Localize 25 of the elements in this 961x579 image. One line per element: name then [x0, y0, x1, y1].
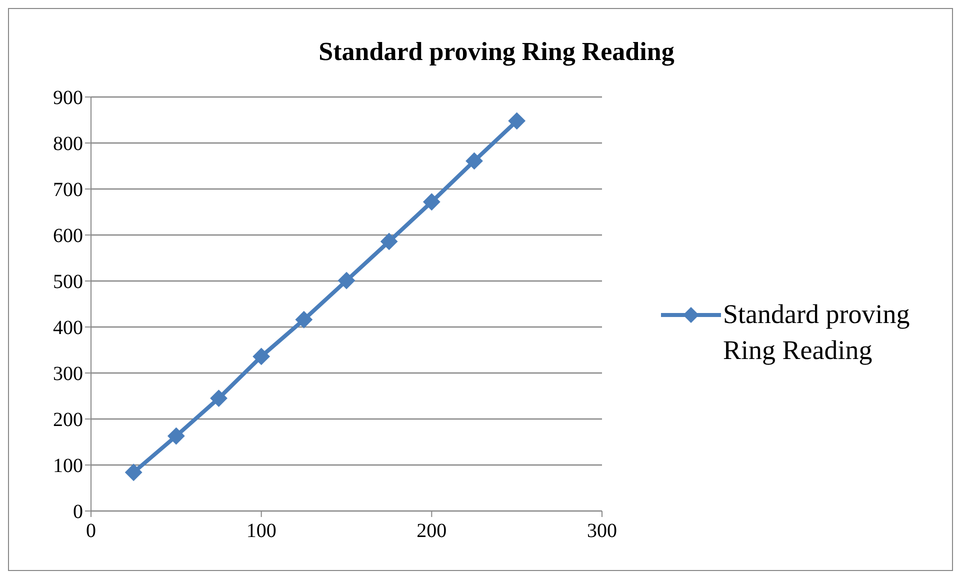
- y-tick-label: 600: [53, 225, 83, 248]
- point: [508, 112, 526, 130]
- y-tick-label: 900: [53, 87, 83, 110]
- point: [252, 348, 270, 365]
- y-tick-label: 300: [53, 363, 83, 386]
- point: [466, 152, 483, 170]
- y-tick-label: 700: [53, 179, 83, 202]
- point: [423, 193, 440, 210]
- x-tick-label: 200: [416, 520, 447, 542]
- y-tick-label: 400: [53, 317, 83, 340]
- point: [168, 428, 185, 445]
- legend-label: Standard proving Ring Reading: [723, 298, 911, 367]
- point: [338, 272, 355, 290]
- point: [125, 464, 142, 481]
- point: [210, 390, 228, 407]
- point: [295, 311, 312, 328]
- x-tick-label: 300: [587, 520, 617, 542]
- x-tick-label: 100: [246, 520, 276, 542]
- y-tick-label: 500: [53, 271, 83, 294]
- y-tick-label: 0: [73, 501, 83, 524]
- point: [380, 232, 398, 250]
- chart-title: Standard proving Ring Reading: [318, 37, 676, 67]
- y-tick-label: 100: [53, 455, 83, 478]
- y-tick-label: 800: [53, 133, 83, 156]
- y-tick-label: 200: [53, 409, 83, 432]
